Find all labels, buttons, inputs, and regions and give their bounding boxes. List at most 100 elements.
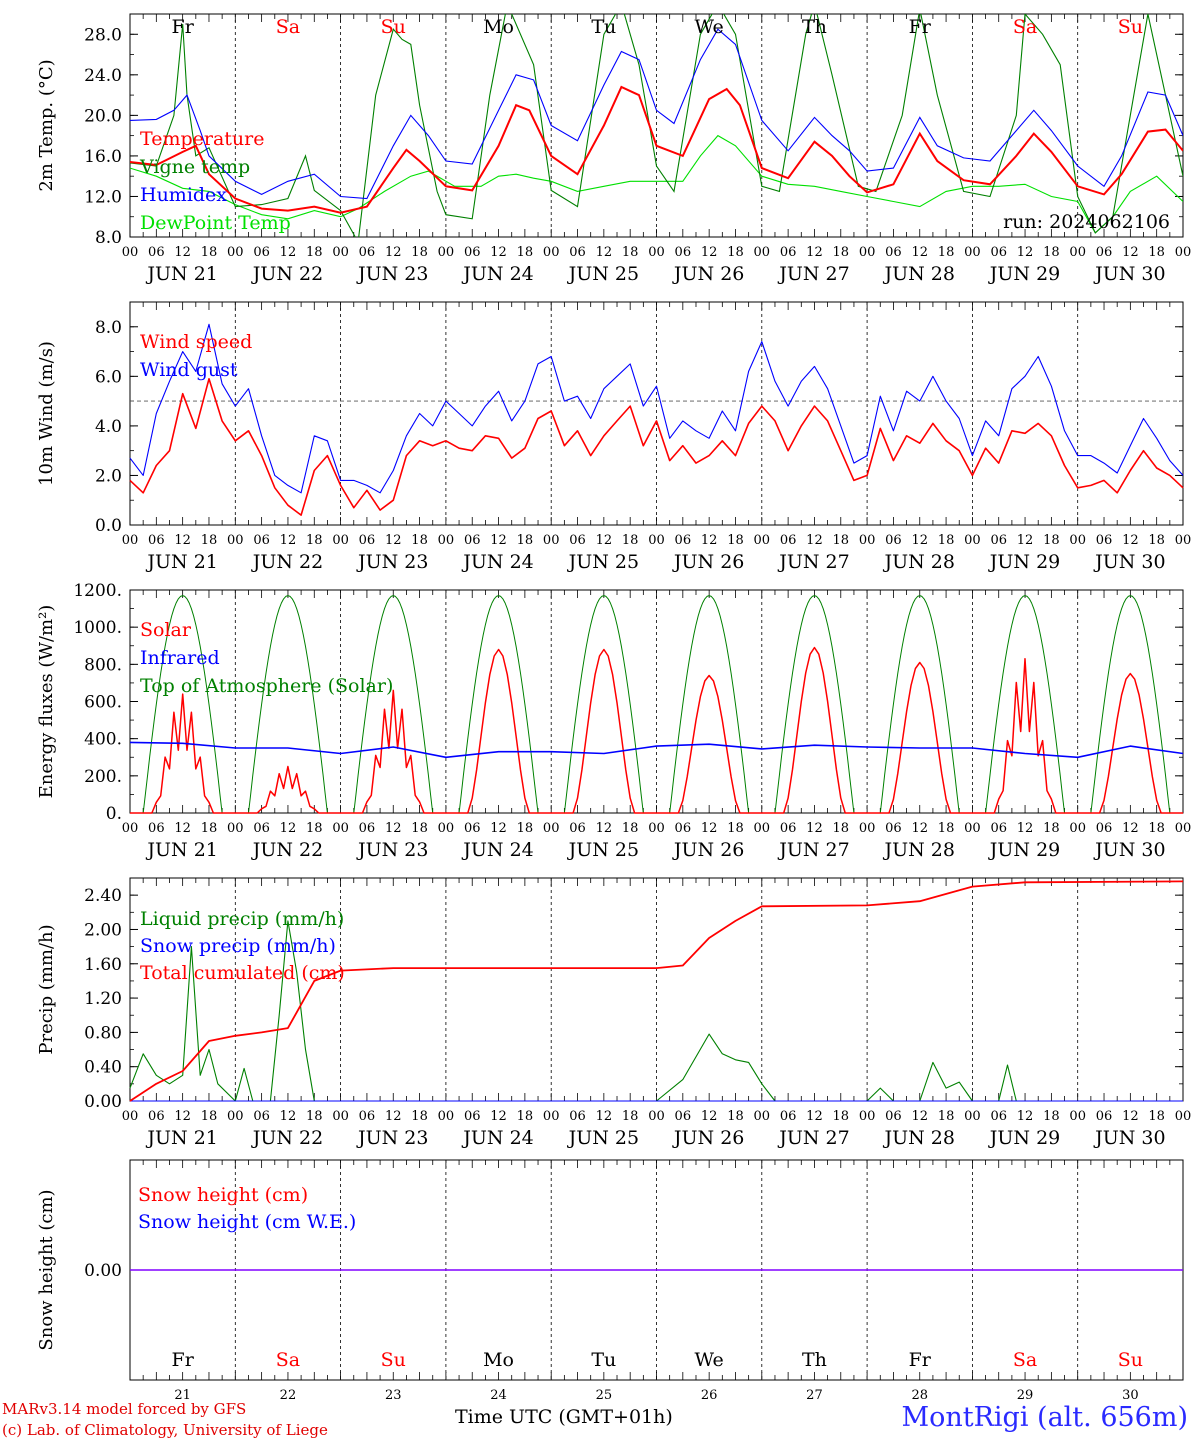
hour-tick-label: 18 — [1043, 533, 1060, 548]
y-axis-label: 2m Temp. (°C) — [36, 59, 57, 191]
day-name-label: Th — [802, 1349, 827, 1371]
date-label: JUN 29 — [988, 1127, 1060, 1149]
hour-tick-label: 06 — [675, 821, 692, 836]
date-label: JUN 27 — [777, 551, 849, 573]
day-number-label: 21 — [174, 1388, 191, 1403]
series-line-toa-solar — [879, 595, 960, 814]
y-tick-label: 0.00 — [84, 1261, 122, 1281]
hour-tick-label: 06 — [253, 533, 270, 548]
date-label: JUN 27 — [777, 1127, 849, 1149]
day-name-label: Mo — [483, 1349, 514, 1371]
hour-tick-label: 12 — [174, 533, 191, 548]
day-number-label: 25 — [596, 1388, 613, 1403]
date-label: JUN 22 — [251, 839, 323, 861]
date-label: JUN 21 — [145, 551, 217, 573]
date-label: JUN 24 — [461, 839, 533, 861]
series-line-total-cumulated — [129, 880, 1184, 1102]
y-tick-label: 1.20 — [84, 989, 122, 1009]
y-tick-label: 8.0 — [95, 228, 122, 248]
hour-tick-label: 18 — [727, 533, 744, 548]
hour-tick-label: 12 — [1017, 245, 1034, 260]
hour-tick-label: 06 — [1096, 245, 1113, 260]
hour-tick-label: 00 — [964, 1109, 981, 1124]
hour-tick-label: 06 — [990, 245, 1007, 260]
day-name-label: Mo — [483, 16, 514, 38]
panel-frame — [129, 301, 1184, 526]
series-line-vigne-temp — [130, 14, 1183, 237]
hour-tick-label: 00 — [859, 821, 876, 836]
day-name-label: Sa — [276, 16, 300, 38]
copyright-credit: (c) Lab. of Climatology, University of L… — [2, 1421, 328, 1439]
hour-tick-label: 12 — [701, 533, 718, 548]
date-label: JUN 30 — [1093, 263, 1165, 285]
day-name-label: Sa — [276, 1349, 300, 1371]
day-number-label: 30 — [1122, 1388, 1139, 1403]
hour-tick-label: 06 — [569, 821, 586, 836]
hour-tick-label: 06 — [148, 821, 165, 836]
hour-tick-label: 06 — [464, 245, 481, 260]
hour-tick-label: 00 — [1069, 533, 1086, 548]
hour-tick-label: 18 — [727, 821, 744, 836]
y-tick-label: 12.0 — [84, 187, 122, 207]
hour-tick-label: 06 — [675, 245, 692, 260]
hour-tick-label: 06 — [569, 533, 586, 548]
hour-tick-label: 18 — [938, 1109, 955, 1124]
y-tick-label: 0. — [106, 804, 122, 824]
hour-tick-label: 06 — [569, 245, 586, 260]
series-line-toa-solar — [669, 595, 750, 814]
hour-tick-label: 18 — [517, 245, 534, 260]
panel-frame — [129, 589, 1184, 814]
day-name-label: Fr — [909, 16, 932, 38]
hour-tick-label: 12 — [280, 245, 297, 260]
hour-tick-label: 06 — [885, 533, 902, 548]
date-label: JUN 27 — [777, 839, 849, 861]
hour-tick-label: 00 — [332, 1109, 349, 1124]
hour-tick-label: 18 — [306, 821, 323, 836]
date-label: JUN 30 — [1093, 1127, 1165, 1149]
hour-tick-label: 12 — [490, 533, 507, 548]
day-name-label: Su — [1118, 1349, 1143, 1371]
y-tick-label: 1200. — [73, 581, 122, 601]
hour-tick-label: 00 — [438, 533, 455, 548]
date-label: JUN 25 — [567, 263, 639, 285]
hour-tick-label: 06 — [1096, 821, 1113, 836]
series-line-toa-solar — [142, 595, 223, 814]
date-label: JUN 23 — [356, 1127, 428, 1149]
panel-frame — [129, 13, 1184, 238]
hour-tick-label: 00 — [122, 821, 139, 836]
hour-tick-label: 18 — [201, 821, 218, 836]
series-line-toa-solar — [774, 595, 855, 814]
day-name-label: Fr — [909, 1349, 932, 1371]
hour-tick-label: 00 — [754, 245, 771, 260]
hour-tick-label: 00 — [227, 245, 244, 260]
hour-tick-label: 00 — [754, 821, 771, 836]
hour-tick-label: 12 — [806, 245, 823, 260]
y-tick-label: 2.40 — [84, 886, 122, 906]
date-label: JUN 21 — [145, 263, 217, 285]
hour-tick-label: 12 — [911, 533, 928, 548]
hour-tick-label: 00 — [227, 821, 244, 836]
hour-tick-label: 18 — [201, 245, 218, 260]
hour-tick-label: 18 — [622, 245, 639, 260]
day-number-label: 29 — [1017, 1388, 1034, 1403]
hour-tick-label: 06 — [990, 533, 1007, 548]
hour-tick-label: 12 — [596, 1109, 613, 1124]
hour-tick-label: 12 — [490, 245, 507, 260]
hour-tick-label: 06 — [148, 1109, 165, 1124]
series-line-temperature — [130, 85, 1183, 214]
hour-tick-label: 00 — [964, 245, 981, 260]
hour-tick-label: 18 — [201, 533, 218, 548]
date-label: JUN 26 — [672, 551, 744, 573]
date-label: JUN 25 — [567, 839, 639, 861]
series-line-wind-gust — [129, 323, 1184, 494]
y-tick-label: 1.60 — [84, 955, 122, 975]
hour-tick-label: 12 — [911, 821, 928, 836]
y-axis-label: Energy fluxes (W/m²) — [36, 605, 57, 799]
series-line-toa-solar — [985, 595, 1065, 814]
hour-tick-label: 12 — [806, 533, 823, 548]
hour-tick-label: 12 — [701, 245, 718, 260]
legend-entry: Solar — [140, 619, 192, 641]
hour-tick-label: 00 — [543, 1109, 560, 1124]
series-line-wind-speed — [129, 377, 1184, 516]
